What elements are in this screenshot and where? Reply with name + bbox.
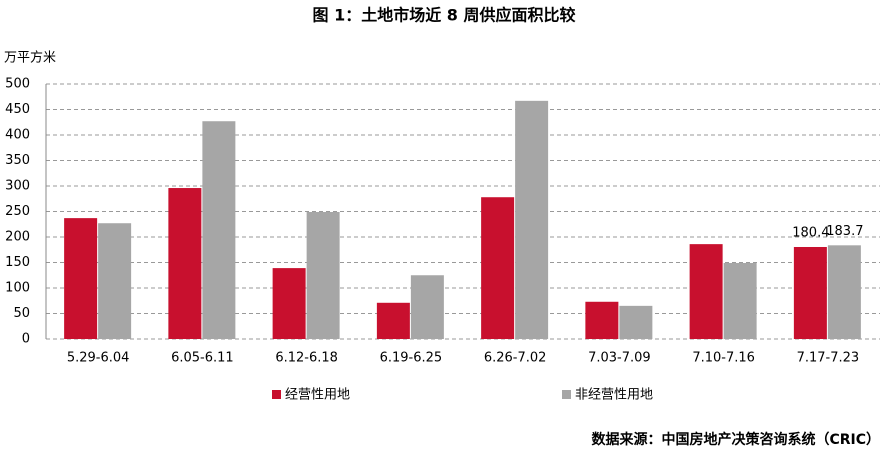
bar: [723, 263, 757, 339]
bar: [202, 121, 236, 339]
bar: [793, 246, 827, 339]
x-tick-label: 6.19-6.25: [380, 351, 443, 366]
y-tick-label: 200: [5, 230, 30, 245]
legend-label: 经营性用地: [285, 388, 350, 403]
y-tick-label: 50: [13, 306, 30, 321]
bar: [515, 100, 549, 339]
y-tick-label: 350: [5, 153, 30, 168]
bar: [168, 188, 202, 339]
legend-label: 非经营性用地: [575, 388, 653, 403]
bar: [98, 223, 132, 339]
y-axis-label: 万平方米: [4, 50, 56, 66]
x-tick-label: 7.03-7.09: [588, 351, 651, 366]
x-tick-label: 7.10-7.16: [692, 351, 755, 366]
y-tick-label: 0: [22, 332, 30, 347]
bar: [272, 268, 306, 339]
bar: [410, 275, 444, 339]
x-tick-label: 6.26-7.02: [484, 351, 547, 366]
source-note: 数据来源：中国房地产决策咨询系统（CRIC）: [591, 431, 880, 448]
bar: [64, 218, 98, 339]
y-tick-label: 100: [5, 281, 30, 296]
legend-swatch: [562, 390, 571, 399]
x-tick-label: 5.29-6.04: [67, 351, 130, 366]
y-tick-label: 500: [5, 77, 30, 92]
chart-title: 图 1：土地市场近 8 周供应面积比较: [313, 6, 576, 25]
x-tick-label: 7.17-7.23: [797, 351, 860, 366]
bar: [689, 244, 723, 339]
bar: [376, 302, 410, 339]
bar: [585, 301, 619, 339]
bar: [306, 212, 340, 339]
y-tick-label: 150: [5, 255, 30, 270]
value-label: 183.7: [826, 224, 863, 239]
x-tick-label: 6.12-6.18: [275, 351, 338, 366]
legend-swatch: [272, 390, 281, 399]
bar: [827, 245, 861, 339]
bar: [481, 197, 515, 339]
bar: [619, 305, 653, 339]
y-tick-label: 450: [5, 102, 30, 117]
x-tick-label: 6.05-6.11: [171, 351, 234, 366]
value-label: 180.4: [792, 225, 829, 240]
y-tick-label: 250: [5, 204, 30, 219]
y-tick-label: 400: [5, 128, 30, 143]
y-tick-label: 300: [5, 179, 30, 194]
